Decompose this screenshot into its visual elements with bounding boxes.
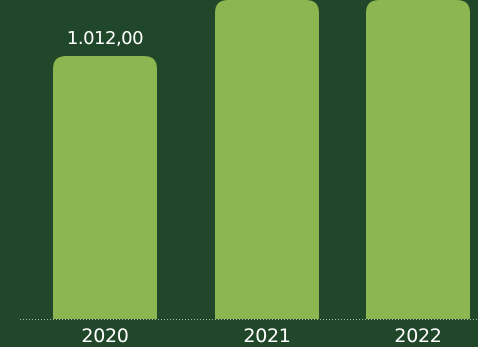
bar-2022 — [366, 0, 470, 319]
x-tick-2021: 2021 — [243, 325, 290, 347]
bar-2020 — [53, 56, 157, 319]
value-labels-layer: 1.012,001.621,51.321,33 — [67, 28, 144, 49]
value-label-2020: 1.012,00 — [67, 28, 143, 49]
bars-layer — [53, 0, 470, 319]
x-tick-2022: 2022 — [394, 325, 441, 347]
bar-2021 — [215, 0, 319, 319]
x-tick-labels: 2020 2021 2022 — [81, 325, 441, 347]
x-tick-2020: 2020 — [81, 325, 128, 347]
